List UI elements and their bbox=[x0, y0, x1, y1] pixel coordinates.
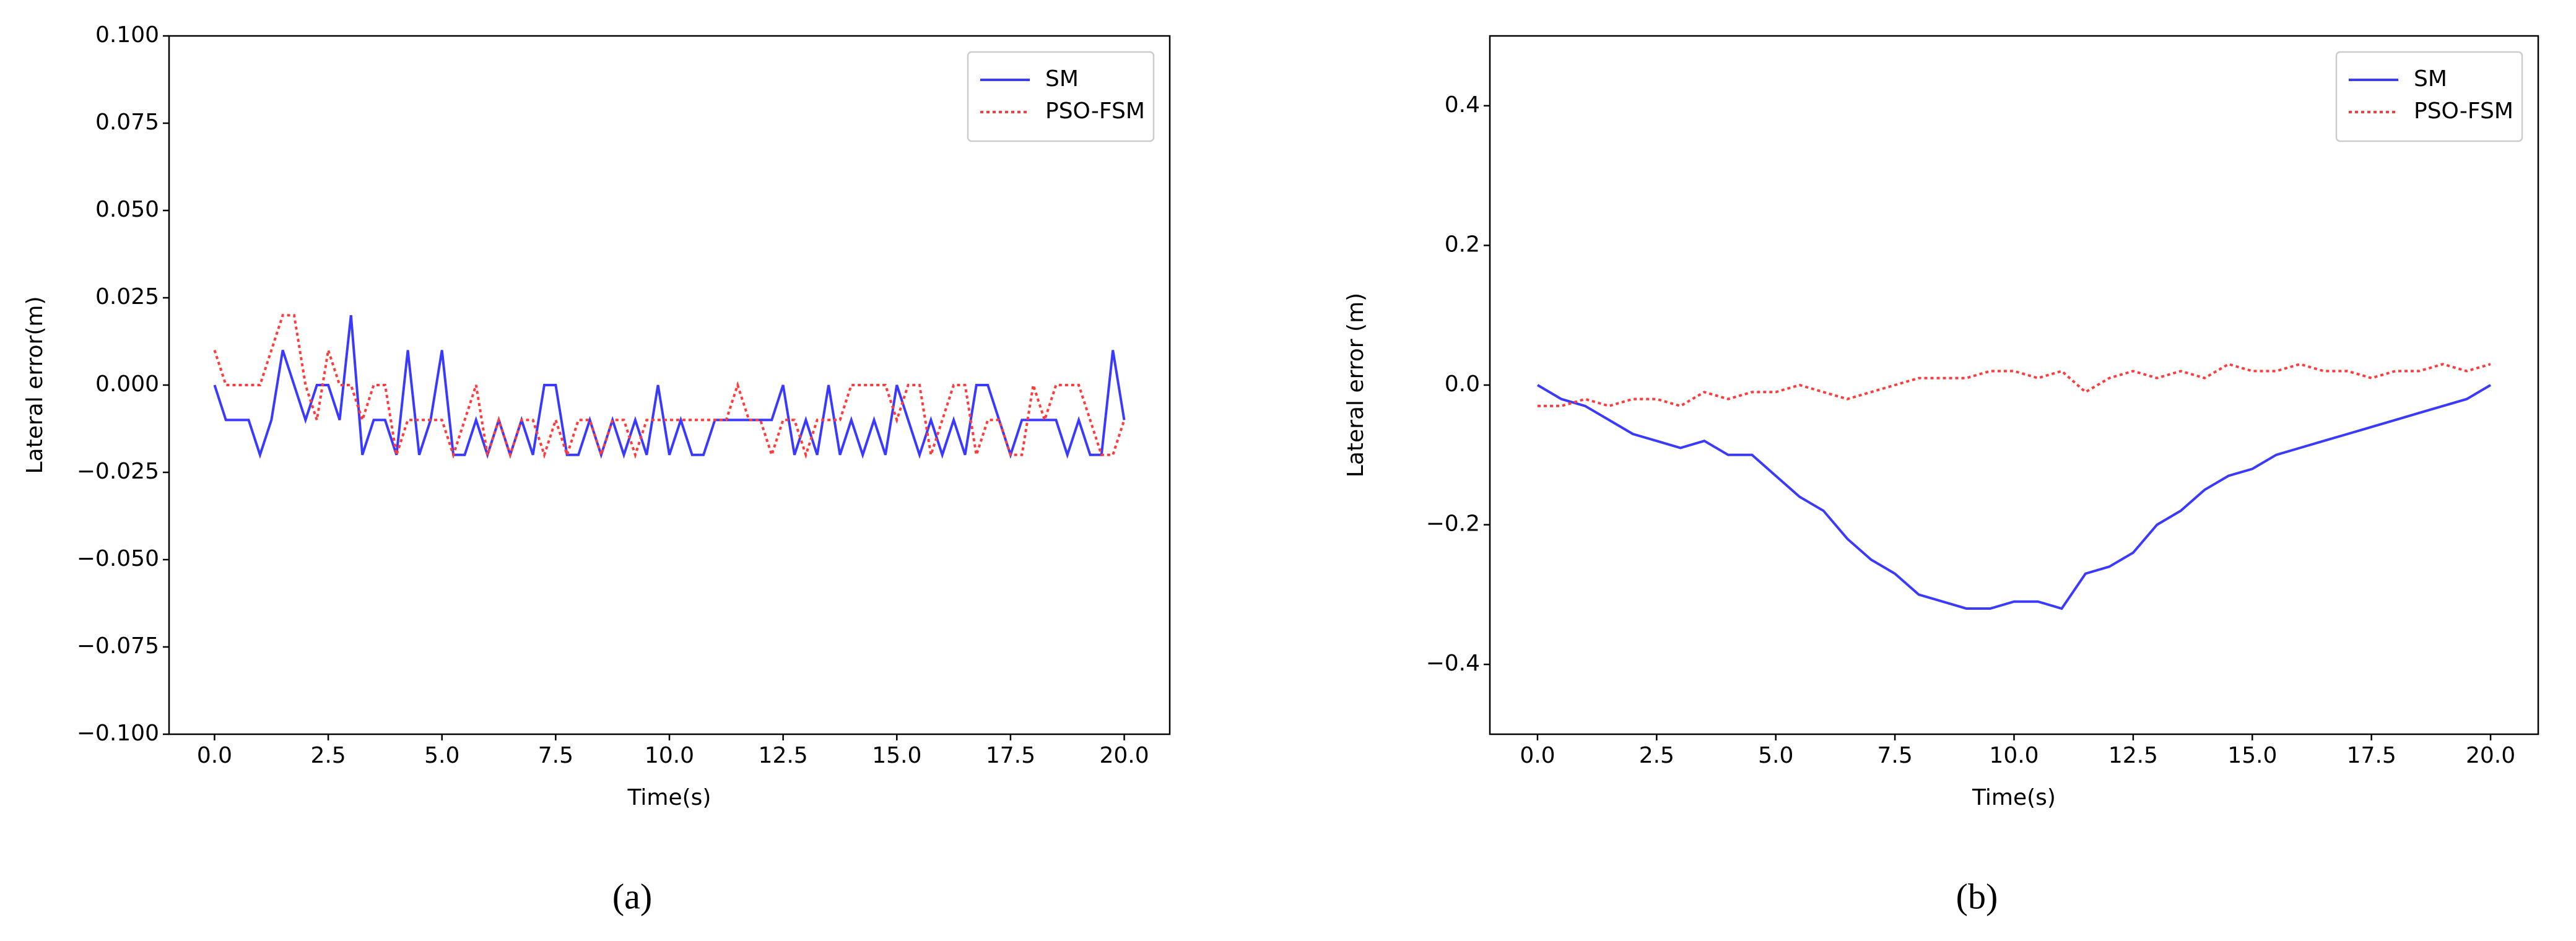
y-tick-label: −0.4 bbox=[1426, 651, 1480, 676]
y-tick-label: 0.025 bbox=[95, 284, 159, 310]
x-tick-label: 7.5 bbox=[538, 743, 573, 768]
legend-frame bbox=[2335, 51, 2523, 142]
y-tick-label: −0.025 bbox=[77, 459, 159, 484]
x-tick-label: 10.0 bbox=[1989, 743, 2039, 768]
caption: (a) bbox=[612, 876, 652, 916]
y-tick-label: −0.050 bbox=[77, 546, 159, 571]
y-axis-label: Lateral error(m) bbox=[22, 297, 48, 474]
y-tick-label: 0.4 bbox=[1445, 92, 1480, 118]
data-line bbox=[213, 314, 1126, 459]
x-tick-label: 20.0 bbox=[2466, 743, 2515, 768]
legend-label: PSO-FSM bbox=[1045, 98, 1145, 124]
y-tick-label: −0.2 bbox=[1426, 511, 1480, 537]
y-tick-label: 0.075 bbox=[95, 110, 159, 135]
y-tick-label: 0.0 bbox=[1445, 371, 1480, 397]
x-tick-label: 20.0 bbox=[1099, 743, 1149, 768]
x-tick-label: 2.5 bbox=[310, 743, 346, 768]
legend-label: PSO-FSM bbox=[2414, 98, 2513, 124]
y-tick-label: −0.075 bbox=[77, 633, 159, 659]
x-tick-label: 5.0 bbox=[1758, 743, 1793, 768]
x-tick-label: 0.0 bbox=[197, 743, 232, 768]
legend-label: SM bbox=[1045, 66, 1079, 92]
x-axis-label: Time(s) bbox=[627, 785, 711, 810]
caption: (b) bbox=[1956, 876, 1998, 916]
x-tick-label: 2.5 bbox=[1639, 743, 1674, 768]
y-tick-label: 0.100 bbox=[95, 22, 159, 48]
y-tick-label: 0.2 bbox=[1445, 232, 1480, 257]
x-tick-label: 15.0 bbox=[2227, 743, 2277, 768]
y-tick-label: 0.000 bbox=[95, 371, 159, 397]
x-tick-label: 0.0 bbox=[1520, 743, 1555, 768]
x-tick-label: 15.0 bbox=[872, 743, 921, 768]
data-line bbox=[1536, 384, 2492, 610]
legend-label: SM bbox=[2414, 66, 2447, 92]
x-tick-label: 17.5 bbox=[2347, 743, 2396, 768]
x-tick-label: 12.5 bbox=[2108, 743, 2158, 768]
data-line bbox=[1538, 363, 2491, 407]
y-tick-label: −0.100 bbox=[77, 721, 159, 746]
x-tick-label: 10.0 bbox=[645, 743, 694, 768]
x-tick-label: 17.5 bbox=[986, 743, 1035, 768]
x-axis-label: Time(s) bbox=[1972, 785, 2056, 810]
y-axis-label: Lateral error (m) bbox=[1343, 293, 1368, 477]
x-tick-label: 5.0 bbox=[424, 743, 459, 768]
legend-frame bbox=[967, 51, 1155, 142]
x-tick-label: 7.5 bbox=[1877, 743, 1912, 768]
y-tick-label: 0.050 bbox=[95, 197, 159, 222]
x-tick-label: 12.5 bbox=[759, 743, 808, 768]
